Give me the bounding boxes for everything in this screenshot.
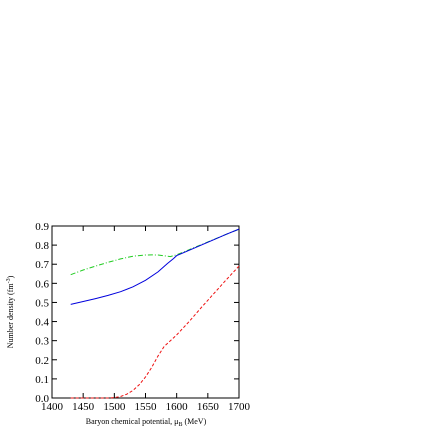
y-axis-title-main: Number density (fm [6,283,15,349]
y-axis-title-sup: -3 [6,278,12,283]
x-tick-label: 1550 [135,401,158,413]
series-line-2 [70,228,240,305]
y-tick-label: 0.9 [35,221,49,233]
y-tick-label: 0.5 [35,297,49,309]
y-ticks: 0.0 0.1 0.2 0.3 0.4 0.5 0.6 0.7 0.8 0.9 [35,221,239,405]
y-tick-label: 0.0 [35,393,49,405]
x-axis-title-unit: (MeV) [182,417,206,426]
x-axis-title: Baryon chemical potential, μB (MeV) [86,417,207,428]
y-tick-label: 0.6 [35,278,49,290]
x-axis-title-main: Baryon chemical potential, μ [86,417,179,426]
y-tick-label: 0.8 [35,240,49,252]
x-tick-label: 1400 [41,401,64,413]
x-tick-label: 1650 [197,401,220,413]
x-axis-title-sub: B [178,422,182,428]
y-axis-title-end: ) [6,275,15,278]
x-tick-label: 1450 [72,401,95,413]
y-tick-label: 0.7 [35,259,49,271]
y-tick-label: 0.4 [35,317,49,329]
x-ticks: 1400 1450 1500 1550 1600 1650 1700 [41,226,251,413]
series-line-3 [70,265,240,399]
x-tick-label: 1500 [103,401,126,413]
x-tick-label: 1700 [228,401,251,413]
series-line-1 [70,228,240,276]
x-tick-label: 1600 [166,401,189,413]
series-group [70,228,240,399]
y-tick-label: 0.3 [35,336,49,348]
plot-frame [51,225,240,399]
y-axis-title: Number density (fm-3) [6,275,15,348]
y-tick-label: 0.1 [35,374,49,386]
y-tick-label: 0.2 [35,355,49,367]
